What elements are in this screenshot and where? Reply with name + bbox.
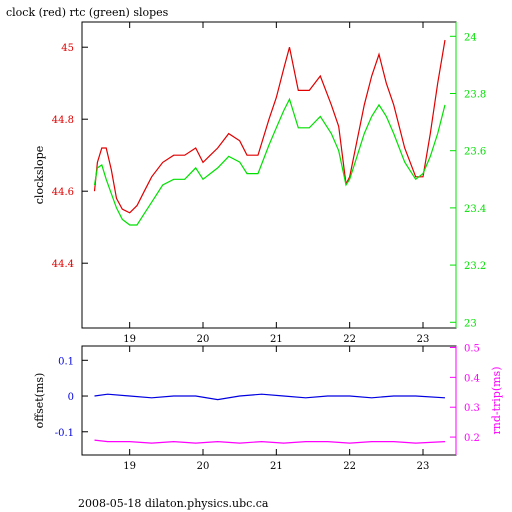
bottom-y-tick-label-right: 0.4 (464, 373, 480, 384)
bottom-series-offset (94, 393, 446, 401)
top-x-tick-label: 19 (123, 334, 136, 345)
bottom-x-tick-label: 20 (197, 461, 210, 472)
bottom-y-tick-label-right: 0.5 (464, 343, 480, 354)
top-y-tick-label-left: 44.8 (52, 115, 74, 126)
top-y-tick-label-left: 44.4 (52, 259, 74, 270)
chart-title: clock (red) rtc (green) slopes (6, 6, 169, 19)
bottom-y-axis-title-right: rnd-trip(ms) (490, 367, 503, 435)
top-x-tick-label: 20 (197, 334, 210, 345)
top-plot-frame (81, 21, 457, 329)
top-y-tick-label-right: 23.2 (464, 261, 486, 272)
bottom-x-tick-label: 23 (417, 461, 430, 472)
bottom-plot-frame (81, 345, 457, 456)
bottom-x-tick-label: 21 (270, 461, 283, 472)
top-x-tick-label: 21 (270, 334, 283, 345)
top-y-tick-label-right: 23.8 (464, 89, 486, 100)
top-y-tick-label-left: 44.6 (52, 187, 74, 198)
top-y-tick-label-right: 23.6 (464, 147, 486, 158)
bottom-y-tick-label-left: 0.1 (58, 356, 74, 367)
top-y-tick-label-right: 23.4 (464, 204, 486, 215)
bottom-series-rnd-trip (94, 439, 446, 444)
top-x-tick-label: 22 (343, 334, 356, 345)
bottom-x-tick-label: 19 (123, 461, 136, 472)
top-x-tick-label: 23 (417, 334, 430, 345)
top-y-tick-label-right: 24 (464, 32, 477, 43)
top-y-axis-title: clockslope (33, 146, 46, 204)
bottom-y-tick-label-right: 0.3 (464, 403, 480, 414)
top-series-rtc (93, 97, 446, 226)
bottom-y-tick-label-left: -0.1 (55, 428, 74, 439)
bottom-y-axis-title: offset(ms) (33, 373, 46, 429)
bottom-x-tick-label: 22 (343, 461, 356, 472)
bottom-y-tick-label-right: 0.2 (464, 433, 480, 444)
top-series-clock (93, 39, 446, 214)
bottom-y-tick-label-left: 0 (68, 392, 74, 403)
top-y-tick-label-left: 45 (61, 43, 74, 54)
footer-caption: 2008-05-18 dilaton.physics.ubc.ca (78, 497, 269, 510)
top-y-tick-label-right: 23 (464, 318, 477, 329)
